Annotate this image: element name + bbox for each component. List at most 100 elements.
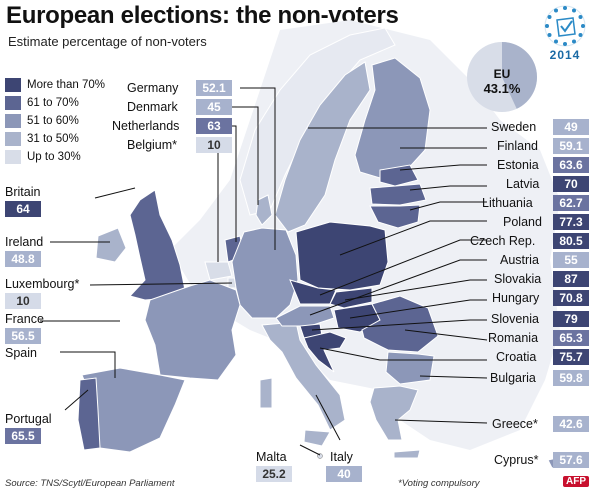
leader-lithuania — [409, 201, 487, 211]
eu-summary: EU 43.1% — [471, 67, 533, 96]
label-netherlands: Netherlands — [112, 119, 180, 133]
label-spain: Spain — [5, 346, 37, 360]
legend-label: Up to 30% — [27, 151, 81, 163]
label-belgium: Belgium* — [127, 138, 178, 152]
leader-bulgaria — [419, 375, 488, 379]
label-slovakia: Slovakia — [494, 272, 542, 286]
value-slovakia: 87 — [553, 271, 589, 287]
eu-label: EU — [493, 67, 511, 81]
label-czech: Czech Rep. — [470, 234, 536, 248]
label-austria: Austria — [500, 253, 539, 267]
slovakia-shape — [329, 287, 373, 309]
source-note: Source: TNS/Scytl/European Parliament — [5, 478, 175, 489]
denmark-shape — [255, 194, 273, 226]
value-austria: 55 — [553, 252, 589, 268]
label-greece: Greece* — [492, 417, 538, 431]
value-sweden: 49 — [553, 119, 589, 135]
value-romania: 65.3 — [553, 330, 589, 346]
france-shape — [144, 279, 241, 381]
value-croatia: 75.7 — [553, 349, 589, 365]
value-cyprus: 57.6 — [553, 452, 589, 468]
afp-logo: AFP — [563, 476, 589, 487]
value-hungary: 70.8 — [553, 290, 589, 306]
portugal-shape — [77, 377, 101, 451]
label-bulgaria: Bulgaria — [490, 371, 536, 385]
estonia-shape — [379, 164, 419, 187]
leader-spain — [60, 351, 116, 378]
sweden-shape — [274, 61, 371, 233]
label-estonia: Estonia — [497, 158, 539, 172]
leader-romania — [404, 329, 488, 341]
value-italy: 40 — [326, 466, 362, 482]
legend-label: 61 to 70% — [27, 97, 79, 109]
leader-germany — [240, 87, 276, 250]
elections-logo: 2014 — [535, 4, 595, 66]
norway-shape — [239, 27, 396, 216]
greece-shape — [369, 385, 419, 441]
value-finland: 59.1 — [553, 138, 589, 154]
leader-czech — [319, 239, 487, 296]
leader-britain — [94, 187, 136, 199]
eu-value: 43.1% — [483, 81, 521, 96]
value-greece: 42.6 — [553, 416, 589, 432]
lithuania-shape — [369, 204, 421, 229]
leader-malta — [299, 444, 321, 456]
legend-swatch — [5, 114, 21, 128]
leader-slovenia — [311, 319, 487, 331]
label-luxembourg: Luxembourg* — [5, 277, 80, 291]
label-ireland: Ireland — [5, 235, 44, 249]
leader-luxembourg — [89, 282, 233, 286]
leader-latvia — [409, 185, 487, 191]
value-france: 56.5 — [5, 328, 41, 344]
label-poland: Poland — [503, 215, 542, 229]
legend-swatch — [5, 78, 21, 92]
value-latvia: 70 — [553, 176, 589, 192]
value-luxembourg: 10 — [5, 293, 41, 309]
value-britain: 64 — [5, 201, 41, 217]
legend-swatch — [5, 150, 21, 164]
label-romania: Romania — [488, 331, 539, 345]
eu-pie-chart — [467, 42, 537, 112]
leader-croatia — [319, 347, 487, 361]
label-sweden: Sweden — [491, 120, 537, 134]
value-germany: 52.1 — [196, 80, 232, 96]
label-slovenia: Slovenia — [491, 312, 539, 326]
eu-pie-slice — [502, 42, 537, 109]
croatia-shape — [303, 331, 347, 373]
value-bulgaria: 59.8 — [553, 370, 589, 386]
label-latvia: Latvia — [506, 177, 540, 191]
leader-austria — [309, 259, 487, 316]
label-malta: Malta — [256, 450, 287, 464]
crete-shape — [393, 449, 421, 459]
value-malta: 25.2 — [256, 466, 292, 482]
label-cyprus: Cyprus* — [494, 453, 539, 467]
leader-italy — [315, 394, 341, 441]
value-denmark: 45 — [196, 99, 232, 115]
germany-shape — [231, 227, 299, 319]
legend-swatch — [5, 96, 21, 110]
sicily-shape — [303, 429, 331, 447]
value-estonia: 63.6 — [553, 157, 589, 173]
eu-stars-ballot-icon — [544, 5, 586, 47]
value-slovenia: 79 — [553, 311, 589, 327]
leader-estonia — [399, 164, 487, 171]
latvia-shape — [369, 183, 427, 206]
leader-hungary — [349, 299, 487, 319]
label-denmark: Denmark — [127, 100, 178, 114]
label-france: France — [5, 312, 44, 326]
legend-swatch — [5, 132, 21, 146]
label-hungary: Hungary — [492, 291, 540, 305]
ireland-shape — [95, 227, 127, 263]
value-belgium: 10 — [196, 137, 232, 153]
value-czech: 80.5 — [553, 233, 589, 249]
subtitle: Estimate percentage of non-voters — [8, 34, 207, 49]
value-ireland: 48.8 — [5, 251, 41, 267]
poland-shape — [295, 221, 389, 291]
label-germany: Germany — [127, 81, 179, 95]
leader-slovakia — [344, 279, 487, 301]
label-italy: Italy — [330, 450, 353, 464]
leader-poland — [339, 220, 487, 256]
value-portugal: 65.5 — [5, 428, 41, 444]
value-netherlands: 63 — [196, 118, 232, 134]
